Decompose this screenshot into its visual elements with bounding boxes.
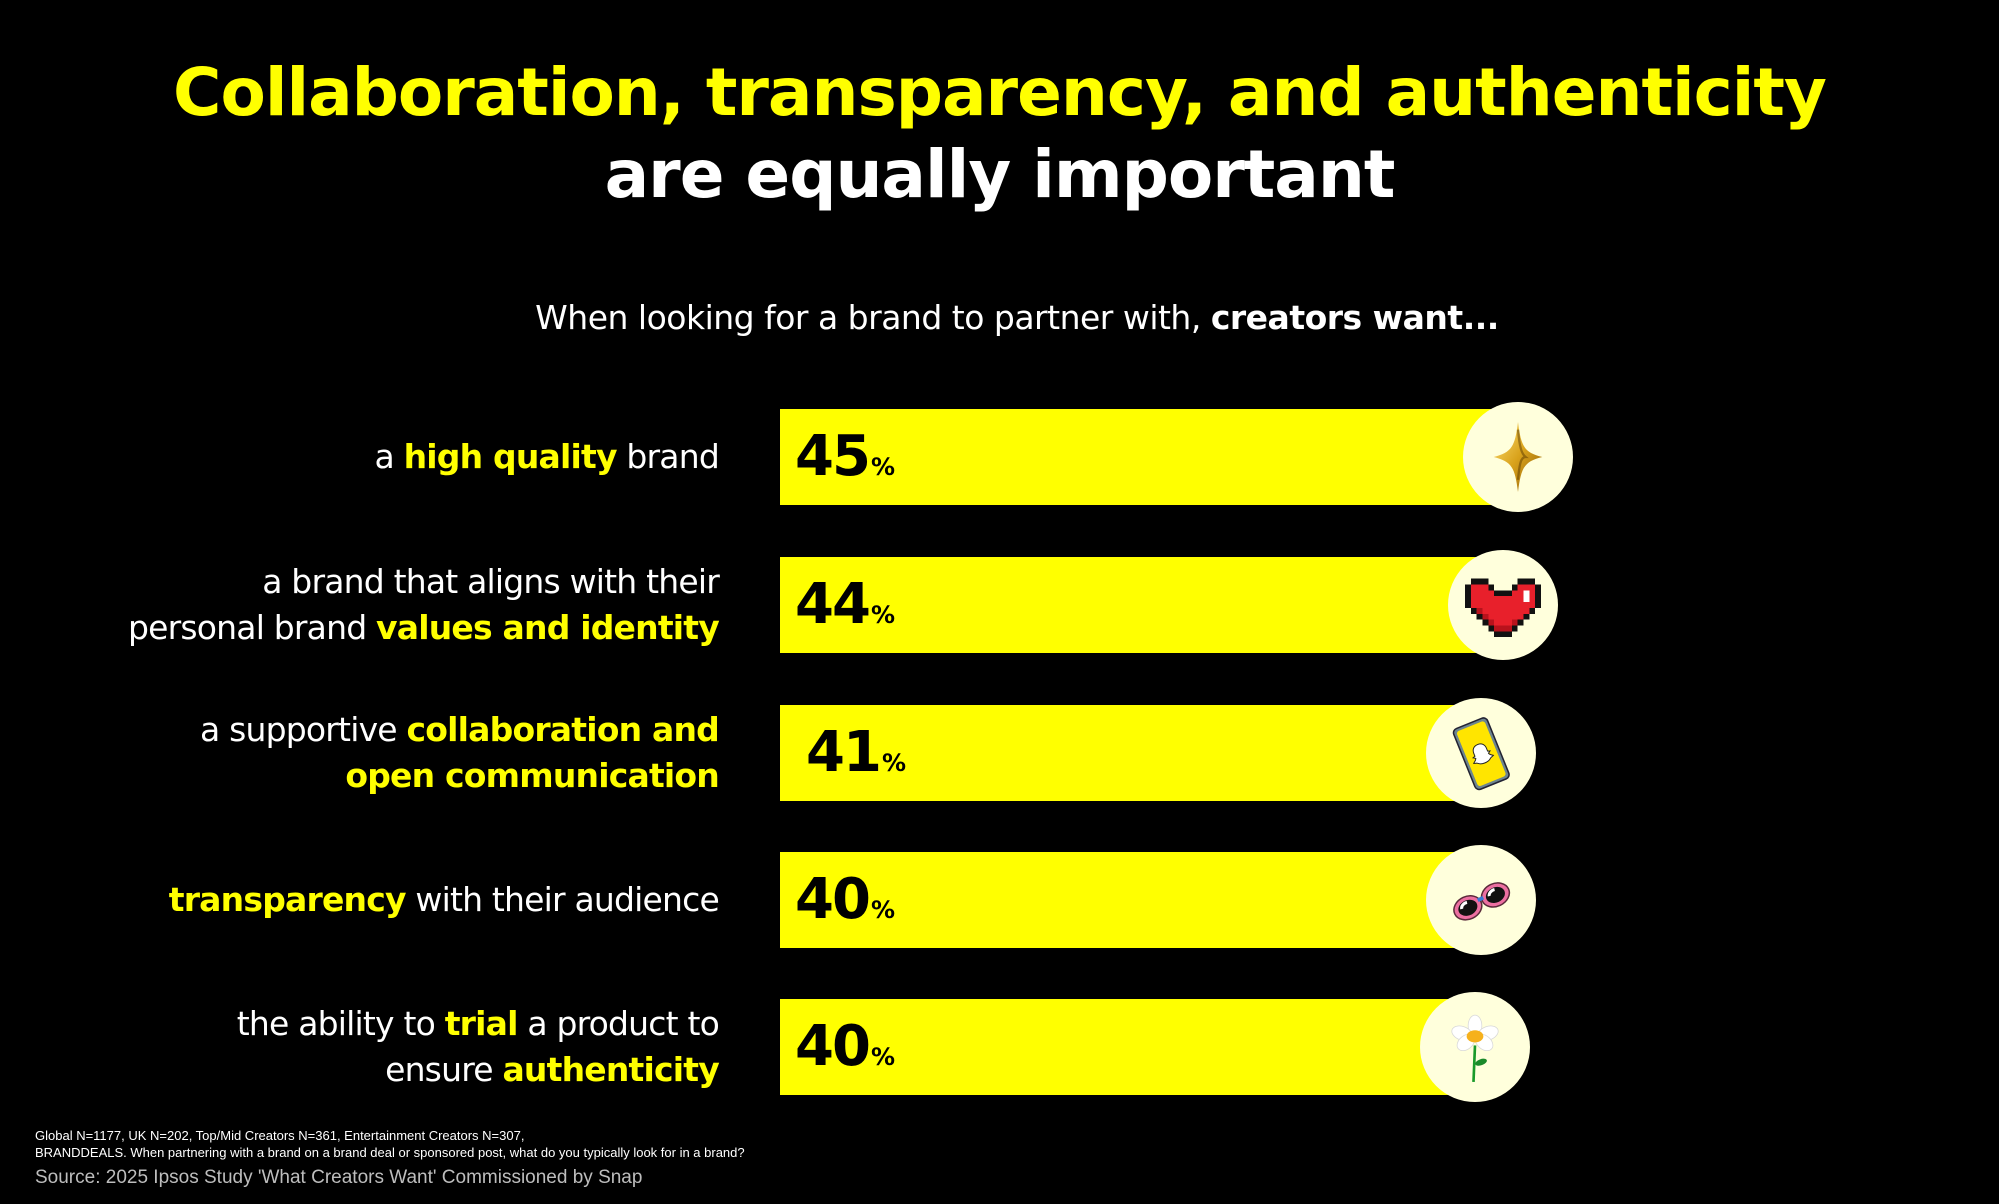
chart-row: the ability to trial a product to ensure …	[0, 992, 1999, 1102]
label-text: with their audience	[405, 880, 719, 919]
bar	[780, 852, 1462, 948]
highlighted-text: transparency	[168, 880, 407, 919]
icon-badge	[1426, 698, 1536, 808]
percent-sign: %	[881, 749, 906, 777]
chart-row: a brand that aligns with their personal b…	[0, 550, 1999, 660]
footnote: Global N=1177, UK N=202, Top/Mid Creator…	[35, 1127, 745, 1161]
category-label-line: a brand that aligns with their	[128, 559, 720, 605]
chart-row: a supportive collaboration and open commu…	[0, 698, 1999, 808]
bar	[780, 705, 1462, 801]
value-label: 40%	[795, 872, 895, 928]
label-text: a product to	[517, 1004, 719, 1043]
category-label-line: a high quality brand	[374, 434, 719, 480]
sparkle-star-icon	[1480, 419, 1556, 495]
highlighted-text: authenticity	[502, 1050, 719, 1089]
icon-badge	[1448, 550, 1558, 660]
snapchat-phone-icon	[1443, 715, 1519, 791]
label-text: a supportive	[199, 710, 407, 749]
label-text: personal brand	[127, 608, 377, 647]
value-label: 40%	[795, 1019, 895, 1075]
percent-sign: %	[870, 453, 895, 481]
subtitle-prefix: When looking for a brand to partner with…	[535, 298, 1211, 337]
value-number: 44	[795, 572, 871, 637]
category-label: transparency with their audience	[168, 877, 720, 923]
value-label: 45%	[795, 429, 895, 485]
category-label-line: ensure authenticity	[237, 1047, 720, 1093]
chart-row: a high quality brand 45%	[0, 402, 1999, 512]
highlighted-text: trial	[444, 1004, 519, 1043]
subtitle: When looking for a brand to partner with…	[0, 298, 1999, 337]
label-text: brand	[616, 437, 719, 476]
icon-badge	[1420, 992, 1530, 1102]
daisy-flower-icon	[1437, 1009, 1513, 1085]
category-label: a supportive collaboration and open commu…	[199, 707, 720, 799]
bar	[780, 999, 1455, 1095]
value-label: 44%	[795, 577, 895, 633]
label-text: a	[374, 437, 404, 476]
value-number: 40	[795, 1014, 871, 1079]
label-text: ensure	[385, 1050, 503, 1089]
highlighted-text: collaboration and	[406, 710, 720, 749]
category-label: a high quality brand	[374, 434, 719, 480]
pixel-heart-icon	[1465, 567, 1541, 643]
bar	[780, 557, 1485, 653]
label-text: the ability to	[236, 1004, 445, 1043]
value-number: 40	[795, 867, 871, 932]
category-label-line: the ability to trial a product to	[236, 1001, 720, 1047]
icon-badge	[1426, 845, 1536, 955]
highlighted-text: values and identity	[376, 608, 720, 647]
category-label-line: transparency with their audience	[168, 877, 720, 923]
footnote-question: BRANDDEALS. When partnering with a brand…	[35, 1145, 745, 1160]
chart-row: transparency with their audience 40%	[0, 845, 1999, 955]
source-citation: Source: 2025 Ipsos Study 'What Creators …	[35, 1167, 643, 1188]
label-text: a brand that aligns with their	[262, 562, 720, 601]
footnote-sample-sizes: Global N=1177, UK N=202, Top/Mid Creator…	[35, 1128, 525, 1143]
percent-sign: %	[870, 896, 895, 924]
value-number: 41	[806, 720, 882, 785]
category-label-line: open communication	[200, 753, 719, 799]
highlighted-text: open communication	[345, 756, 719, 795]
title-line-2: are equally important	[604, 136, 1396, 213]
percent-sign: %	[870, 601, 895, 629]
category-label: a brand that aligns with their personal b…	[127, 559, 720, 651]
value-label: 41%	[806, 725, 906, 781]
title-line-1: Collaboration, transparency, and authent…	[173, 54, 1827, 131]
subtitle-bold: creators want...	[1210, 298, 1499, 337]
icon-badge	[1463, 402, 1573, 512]
category-label-line: a supportive collaboration and	[199, 707, 720, 753]
category-label-line: personal brand values and identity	[127, 605, 720, 651]
category-label: the ability to trial a product to ensure …	[236, 1001, 720, 1093]
pink-sunglasses-icon	[1443, 862, 1519, 938]
value-number: 45	[795, 424, 871, 489]
highlighted-text: high quality	[403, 437, 618, 476]
percent-sign: %	[870, 1043, 895, 1071]
bar	[780, 409, 1500, 505]
